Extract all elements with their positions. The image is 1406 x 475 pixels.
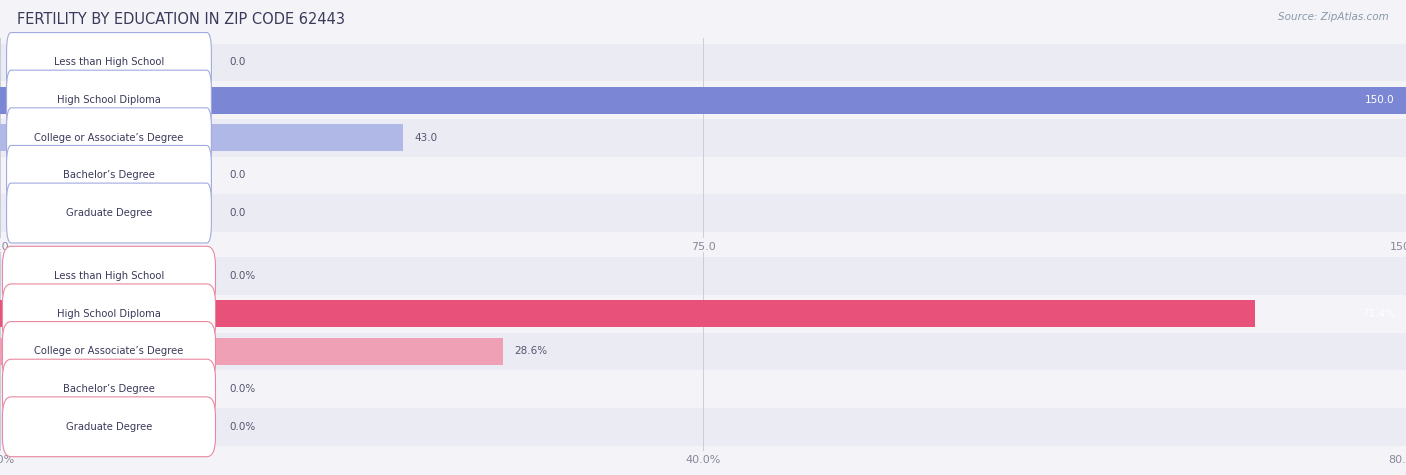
FancyBboxPatch shape [3,246,215,306]
Text: 0.0%: 0.0% [229,271,256,281]
Bar [0,157,1406,194]
Text: Source: ZipAtlas.com: Source: ZipAtlas.com [1278,12,1389,22]
Bar [0,86,1406,114]
Text: Less than High School: Less than High School [53,57,165,67]
FancyBboxPatch shape [3,284,215,344]
Bar [0,338,503,365]
Text: 71.4%: 71.4% [1361,309,1395,319]
Text: Less than High School: Less than High School [53,271,165,281]
Bar [0,332,1406,371]
Text: FERTILITY BY EDUCATION IN ZIP CODE 62443: FERTILITY BY EDUCATION IN ZIP CODE 62443 [17,12,344,27]
Text: Bachelor’s Degree: Bachelor’s Degree [63,384,155,394]
FancyBboxPatch shape [3,359,215,419]
FancyBboxPatch shape [7,32,211,93]
Text: 0.0%: 0.0% [229,422,256,432]
Text: High School Diploma: High School Diploma [58,95,160,105]
Bar [0,124,404,152]
Bar [0,257,1406,295]
Text: 28.6%: 28.6% [515,346,547,357]
FancyBboxPatch shape [7,70,211,130]
Bar [0,194,1406,232]
Bar [0,295,1406,332]
Text: 43.0: 43.0 [415,133,437,143]
Text: College or Associate’s Degree: College or Associate’s Degree [34,346,184,357]
FancyBboxPatch shape [7,108,211,168]
FancyBboxPatch shape [3,322,215,381]
Bar [0,408,1406,446]
Bar [0,44,1406,81]
FancyBboxPatch shape [7,183,211,243]
Text: 0.0: 0.0 [229,57,246,67]
FancyBboxPatch shape [7,145,211,205]
Text: 0.0: 0.0 [229,208,246,218]
Text: 0.0%: 0.0% [229,384,256,394]
Bar [0,370,1406,408]
Bar [0,81,1406,119]
Text: 150.0: 150.0 [1365,95,1395,105]
Text: 0.0: 0.0 [229,171,246,180]
Bar [0,119,1406,157]
Text: College or Associate’s Degree: College or Associate’s Degree [34,133,184,143]
Bar [0,300,1256,327]
FancyBboxPatch shape [3,397,215,457]
Text: Graduate Degree: Graduate Degree [66,208,152,218]
Text: Bachelor’s Degree: Bachelor’s Degree [63,171,155,180]
Text: Graduate Degree: Graduate Degree [66,422,152,432]
Text: High School Diploma: High School Diploma [58,309,160,319]
